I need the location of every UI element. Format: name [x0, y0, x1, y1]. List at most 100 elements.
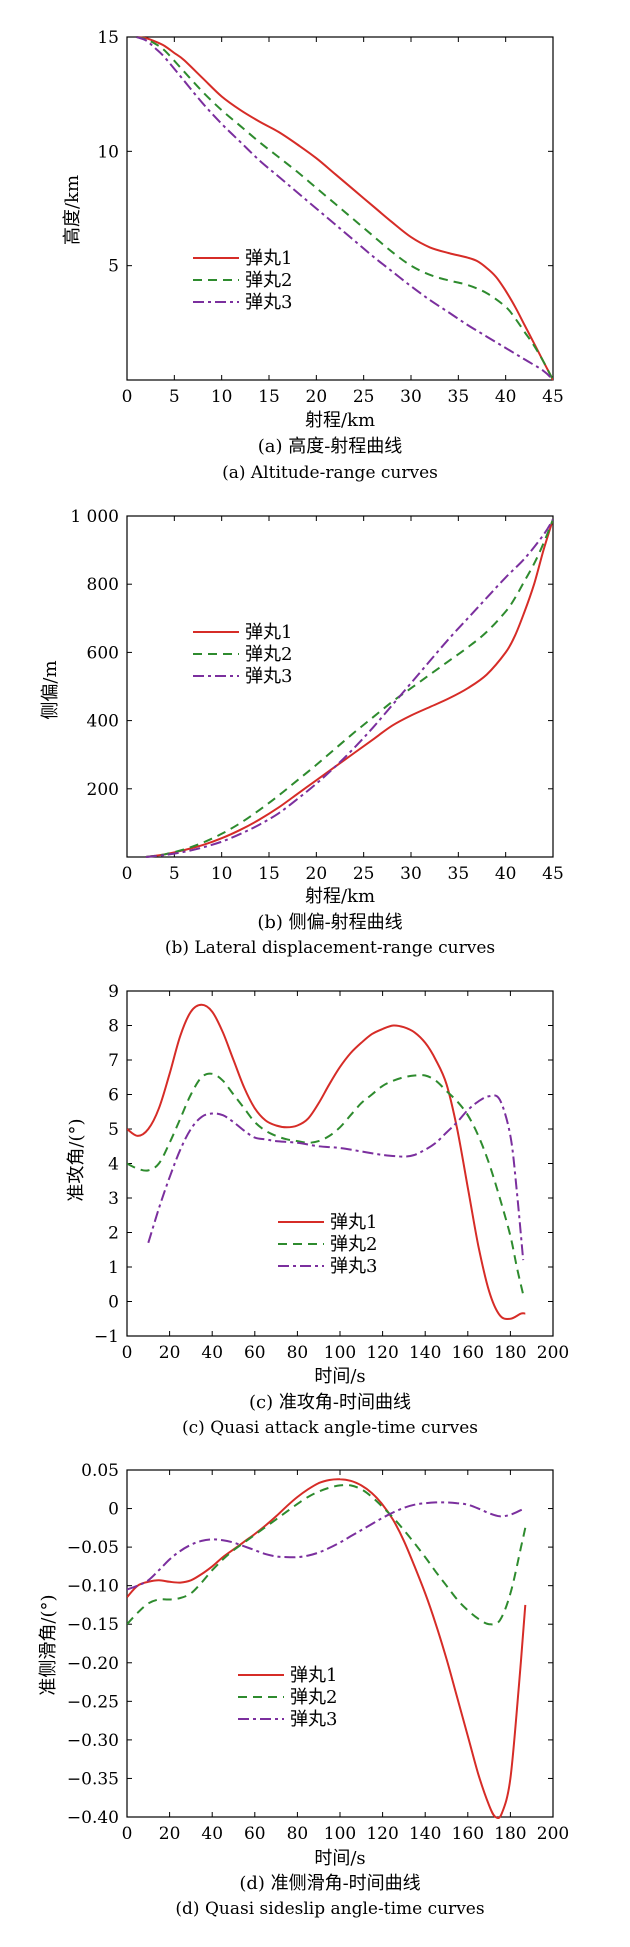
x-tick-label: 35	[448, 387, 470, 407]
x-tick-label: 60	[244, 1343, 266, 1363]
caption-english: (b) Lateral displacement-range curves	[165, 938, 495, 958]
caption-english: (a) Altitude-range curves	[222, 463, 438, 483]
x-tick-label: 120	[366, 1824, 398, 1844]
series-line-3	[147, 1094, 525, 1261]
x-tick-label: 15	[258, 387, 280, 407]
x-tick-label: 80	[287, 1343, 309, 1363]
legend-label-1: 弹丸1	[290, 1665, 337, 1686]
x-tick-label: 0	[122, 864, 133, 884]
y-tick-label: 5	[108, 257, 119, 277]
y-tick-label: 1 000	[70, 507, 119, 527]
x-tick-label: 160	[452, 1343, 484, 1363]
x-tick-label: 45	[542, 387, 564, 407]
y-axis-label: 准攻角/(°)	[66, 1118, 87, 1201]
y-tick-label: −0.30	[67, 1731, 119, 1751]
y-tick-label: 200	[87, 780, 119, 800]
legend-label-2: 弹丸2	[245, 644, 292, 665]
x-tick-label: 20	[159, 1343, 181, 1363]
x-tick-label: 140	[409, 1824, 441, 1844]
x-tick-label: 200	[537, 1824, 569, 1844]
x-tick-label: 180	[494, 1343, 526, 1363]
chart-panel-d: 0 20 40 60 80 100 120 140 160 180 200 −0.40 −0.35 −0.…	[38, 1461, 569, 1919]
y-tick-label: 7	[108, 1051, 119, 1071]
legend-label-3: 弹丸3	[245, 666, 292, 687]
y-tick-label: 3	[108, 1189, 119, 1209]
y-tick-label: −0.10	[67, 1577, 119, 1597]
y-tick-label: 0	[108, 1293, 119, 1313]
x-tick-label: 40	[201, 1824, 223, 1844]
x-tick-label: 20	[306, 864, 328, 884]
y-tick-label: 9	[108, 982, 119, 1002]
y-tick-label: 8	[108, 1017, 119, 1037]
plot-frame	[126, 990, 554, 1337]
y-axis-label: 侧偏/m	[40, 660, 61, 719]
x-axis-label: 时间/s	[314, 1848, 365, 1869]
series-line-1	[127, 1003, 526, 1320]
y-tick-label: 6	[108, 1086, 119, 1106]
legend-label-3: 弹丸3	[245, 292, 292, 313]
series-line-1	[127, 1478, 527, 1819]
legend-label-2: 弹丸2	[290, 1687, 337, 1708]
x-tick-label: 0	[122, 387, 133, 407]
series-line-3	[127, 1501, 526, 1591]
x-tick-label: 30	[400, 864, 422, 884]
y-tick-label: −0.25	[67, 1692, 119, 1712]
x-tick-label: 20	[306, 387, 328, 407]
caption-chinese: (d) 准侧滑角-时间曲线	[239, 1873, 420, 1894]
x-tick-label: 160	[452, 1824, 484, 1844]
y-tick-label: 10	[97, 142, 119, 162]
x-tick-label: 200	[537, 1343, 569, 1363]
legend-label-1: 弹丸1	[330, 1212, 377, 1233]
x-tick-label: 100	[324, 1343, 356, 1363]
y-tick-label: 0	[108, 1500, 119, 1520]
plot-frame	[126, 515, 554, 858]
y-axis-label: 准侧滑角/(°)	[38, 1594, 59, 1695]
y-tick-label: 15	[97, 28, 119, 48]
x-tick-label: 40	[495, 387, 517, 407]
series-line-2	[127, 1072, 525, 1295]
caption-english: (d) Quasi sideslip angle-time curves	[175, 1899, 484, 1919]
chart-panel-a: 0 5 10 15 20 25 30 35 40 45 5 10 15 射程/km 高度/km (a) 高度-…	[62, 28, 564, 483]
y-tick-label: −0.05	[67, 1538, 119, 1558]
y-tick-label: 2	[108, 1224, 119, 1244]
x-tick-label: 120	[366, 1343, 398, 1363]
series-line-2	[127, 1484, 527, 1626]
chart-panel-c: 0 20 40 60 80 100 120 140 160 180 200−10123456789时…	[66, 982, 569, 1438]
y-tick-label: −0.20	[67, 1654, 119, 1674]
y-tick-label: −0.40	[67, 1808, 119, 1828]
x-tick-label: 15	[258, 864, 280, 884]
caption-chinese: (a) 高度-射程曲线	[258, 436, 403, 457]
legend-label-2: 弹丸2	[245, 270, 292, 291]
series-line-2	[145, 519, 553, 858]
x-tick-label: 180	[494, 1824, 526, 1844]
caption-chinese: (b) 侧偏-射程曲线	[257, 912, 402, 933]
x-tick-label: 60	[244, 1824, 266, 1844]
x-tick-label: 0	[122, 1343, 133, 1363]
x-tick-label: 40	[495, 864, 517, 884]
y-tick-label: 4	[108, 1155, 119, 1175]
legend-label-1: 弹丸1	[245, 248, 292, 269]
y-tick-label: 600	[87, 643, 119, 663]
series-line-1	[136, 36, 553, 381]
series-line-3	[136, 36, 553, 381]
y-tick-label: 5	[108, 1120, 119, 1140]
y-tick-label: 0.05	[81, 1461, 119, 1481]
x-tick-label: 100	[324, 1824, 356, 1844]
y-tick-label: 1	[108, 1258, 119, 1278]
x-tick-label: 10	[211, 387, 233, 407]
y-tick-label: −0.15	[67, 1615, 119, 1635]
x-tick-label: 0	[122, 1824, 133, 1844]
x-tick-label: 45	[542, 864, 564, 884]
series-line-1	[145, 519, 553, 858]
x-axis-label: 射程/km	[305, 886, 375, 907]
caption-chinese: (c) 准攻角-时间曲线	[249, 1392, 411, 1413]
x-tick-label: 10	[211, 864, 233, 884]
x-tick-label: 30	[400, 387, 422, 407]
x-tick-label: 5	[169, 387, 180, 407]
x-tick-label: 25	[353, 387, 375, 407]
series-line-2	[136, 36, 553, 381]
x-tick-label: 40	[201, 1343, 223, 1363]
legend-label-3: 弹丸3	[290, 1709, 337, 1730]
